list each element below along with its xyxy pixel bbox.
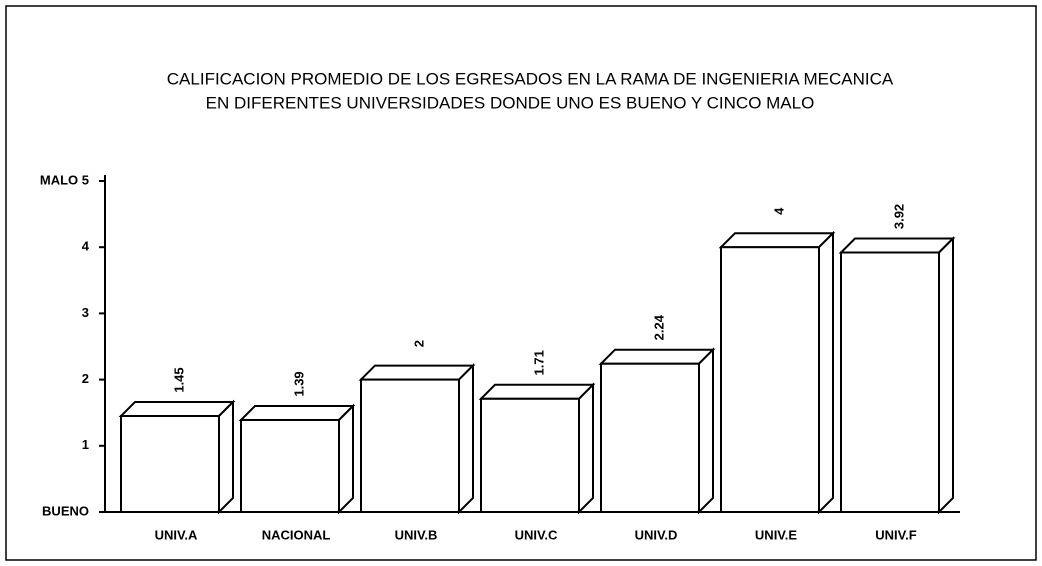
value-label: 1.71	[531, 350, 546, 375]
y-tick-label: 1	[82, 437, 89, 452]
y-tick-label: 4	[82, 239, 90, 254]
value-label: 1.39	[291, 371, 306, 396]
bar	[480, 397, 580, 514]
x-tick-label: UNIV.C	[515, 527, 558, 542]
bar-top	[718, 232, 836, 249]
x-tick-label: UNIV.F	[875, 527, 916, 542]
value-label: 3.92	[891, 204, 906, 229]
bar	[840, 251, 940, 513]
bar-top	[838, 237, 956, 254]
y-tick-label: MALO 5	[40, 172, 89, 187]
chart-title: CALIFICACION PROMEDIO DE LOS EGRESADOS E…	[167, 69, 894, 88]
y-tick-label: 2	[82, 371, 89, 386]
bar-side	[578, 382, 594, 515]
value-label: 4	[771, 207, 786, 215]
value-label: 1.45	[171, 367, 186, 392]
bar-top	[358, 364, 476, 381]
x-tick-label: UNIV.B	[395, 527, 438, 542]
bar	[240, 418, 340, 513]
bar-side	[458, 363, 474, 515]
x-tick-label: UNIV.A	[155, 527, 198, 542]
y-tick-label: BUENO	[42, 503, 89, 518]
x-tick-label: NACIONAL	[262, 527, 331, 542]
y-tick-label: 3	[82, 305, 89, 320]
bar-side	[818, 230, 834, 515]
bar-side	[338, 403, 354, 515]
bar-top	[238, 404, 356, 421]
bar	[720, 246, 820, 513]
value-label: 2	[411, 340, 426, 347]
bar	[600, 362, 700, 513]
x-tick-label: UNIV.E	[755, 527, 797, 542]
bar	[360, 378, 460, 513]
bar	[120, 415, 220, 514]
bar-top	[118, 401, 236, 418]
chart-subtitle: EN DIFERENTES UNIVERSIDADES DONDE UNO ES…	[206, 93, 815, 112]
bar-top	[598, 348, 716, 365]
bar-side	[218, 399, 234, 515]
x-tick-label: UNIV.D	[635, 527, 678, 542]
frame	[5, 5, 1037, 561]
bar-side	[698, 347, 714, 515]
bar-top	[478, 383, 596, 400]
bar-side	[938, 236, 954, 515]
value-label: 2.24	[651, 314, 666, 340]
